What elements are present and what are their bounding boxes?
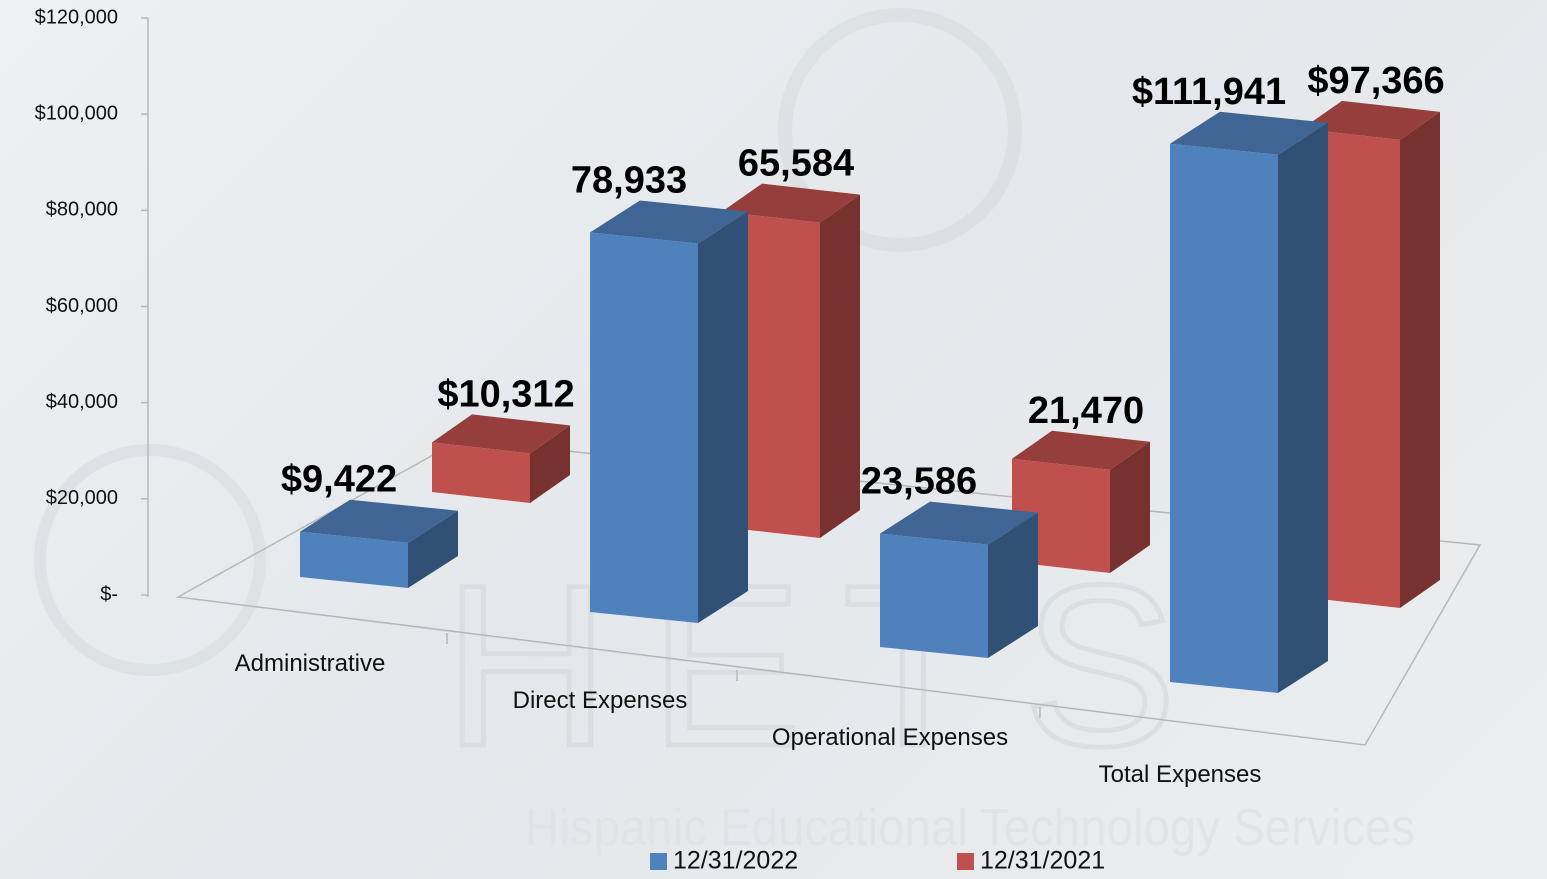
bar (432, 442, 530, 503)
x-tick-label: Direct Expenses (512, 687, 688, 714)
value-labels: $10,312 65,584 21,470 $97,366 $9,422 78,933 23… (281, 60, 1445, 503)
value-label: $10,312 (437, 373, 574, 415)
bar-side (530, 425, 570, 503)
bar-top (1170, 111, 1328, 155)
bars (300, 100, 1440, 693)
value-label: 65,584 (738, 143, 854, 185)
watermark-text: Hispanic Educational Technology Services (525, 799, 1415, 857)
y-tick-label: $- (100, 583, 118, 605)
watermark-logo: HETS (443, 537, 1216, 794)
legend-label: 12/31/2021 (980, 847, 1105, 875)
value-label: 21,470 (1028, 390, 1144, 432)
value-label: 23,586 (861, 461, 977, 503)
bar (300, 531, 408, 588)
y-tick-label: $40,000 (46, 391, 118, 413)
y-tick-label: $120,000 (35, 6, 118, 28)
bar-side (408, 510, 458, 588)
value-label: 78,933 (571, 159, 687, 201)
bar (590, 232, 698, 624)
legend-label: 12/31/2022 (673, 847, 798, 875)
value-label: $9,422 (281, 459, 397, 501)
y-tick-label: $80,000 (46, 199, 118, 221)
bar (880, 533, 988, 658)
x-tick-label: Administrative (234, 650, 386, 677)
bar-top (300, 499, 458, 543)
floor (175, 439, 1482, 746)
bar-top (432, 414, 570, 454)
x-tick-label: Operational Expenses (771, 724, 1009, 751)
bar-side (820, 194, 860, 538)
y-tick-label: $100,000 (35, 102, 118, 124)
bar-top (722, 183, 860, 223)
x-tick-label: Total Expenses (1098, 761, 1262, 788)
y-tick-label: $20,000 (46, 487, 118, 509)
y-tick-label: $60,000 (46, 295, 118, 317)
bar-side (1400, 111, 1440, 608)
bar-top (880, 501, 1038, 545)
bar-top (1012, 430, 1150, 470)
bar-top (590, 200, 748, 244)
watermark: HETS Hispanic Educational Technology Ser… (34, 8, 1415, 857)
value-label: $111,941 (1132, 71, 1286, 113)
legend-swatch (957, 853, 974, 870)
bar-side (1110, 441, 1150, 573)
value-label: $97,366 (1307, 60, 1444, 102)
bar (1170, 143, 1278, 693)
bar-side (1278, 122, 1328, 693)
bar-side (988, 512, 1038, 658)
watermark-globe (778, 8, 1022, 252)
watermark-globe (34, 444, 266, 676)
bar-side (698, 211, 748, 624)
legend-swatch (650, 853, 667, 870)
bar-top (1302, 100, 1440, 140)
